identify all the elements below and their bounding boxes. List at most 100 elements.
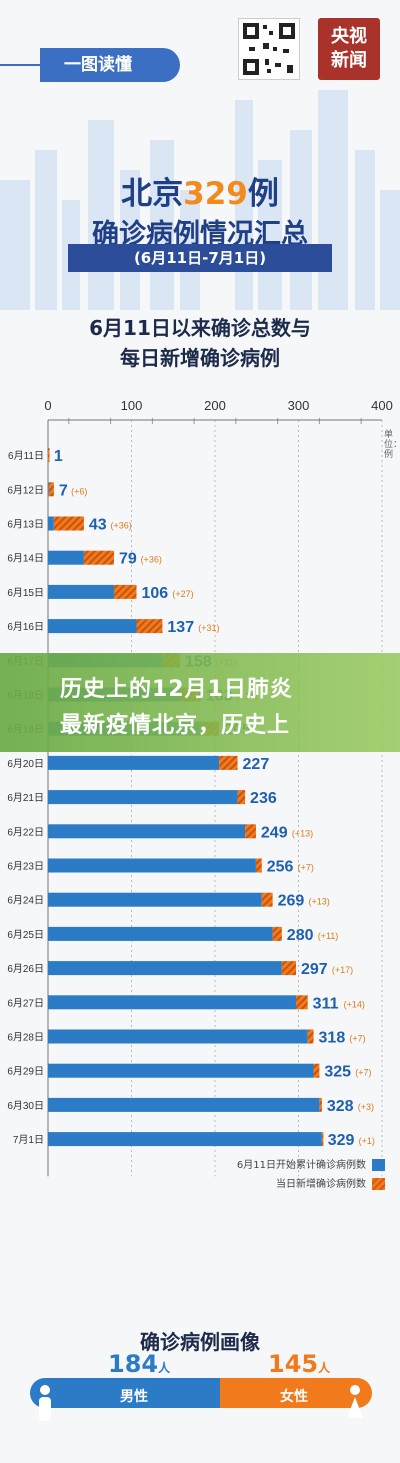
chart-title-line2: 每日新增确诊病例 (120, 346, 280, 370)
bar-cumulative (48, 1132, 322, 1147)
female-person-icon (347, 1385, 363, 1418)
category-label: 6月11日 (8, 450, 44, 462)
total-label: 328 (327, 1098, 354, 1115)
category-label: 6月26日 (7, 963, 44, 975)
legend-label-cumulative: 6月11日开始累计确诊病例数 (236, 1160, 366, 1171)
bar-daily-new (237, 790, 246, 805)
category-label: 6月29日 (7, 1066, 44, 1078)
bar-daily-new (136, 619, 163, 634)
total-label: 329 (328, 1132, 355, 1149)
bar-daily-new (307, 1029, 314, 1044)
title-highlight-number: 329 (183, 176, 248, 212)
total-label: 318 (319, 1030, 346, 1047)
male-person-icon (39, 1385, 51, 1421)
total-label: 269 (278, 893, 305, 910)
increment-label: (+3) (358, 1102, 374, 1112)
total-label: 43 (89, 517, 107, 534)
male-count-value: 184 (108, 1350, 159, 1378)
increment-label: (+36) (111, 521, 132, 531)
total-label: 79 (119, 551, 137, 568)
bar-daily-new (245, 824, 256, 839)
category-label: 7月1日 (13, 1134, 44, 1146)
main-title: 北京329例 (0, 168, 400, 213)
increment-label: (+31) (198, 623, 219, 633)
title-part1: 北京 (121, 176, 184, 212)
legend-item-daily: 当日新增确诊病例数 (145, 1175, 385, 1190)
total-label: 106 (142, 585, 169, 602)
banner-line2: 最新疫情北京，历史上 (60, 713, 291, 738)
female-count-unit: 人 (318, 1361, 331, 1375)
bar-daily-new (321, 1132, 324, 1147)
bar-daily-new (281, 961, 296, 976)
male-count-unit: 人 (158, 1361, 171, 1375)
legend-swatch-orange (372, 1178, 385, 1190)
bar-cumulative (48, 584, 114, 599)
bar-cumulative (48, 516, 54, 531)
increment-label: (+11) (318, 931, 339, 941)
total-label: 280 (287, 927, 314, 944)
bar-cumulative (48, 858, 256, 873)
increment-label: (+13) (292, 828, 313, 838)
increment-label: (+7) (349, 1034, 365, 1044)
male-label: 男性 (120, 1389, 148, 1405)
total-label: 227 (243, 756, 270, 773)
increment-label: (+17) (332, 965, 353, 975)
category-label: 6月30日 (7, 1100, 44, 1112)
bar-daily-new (83, 550, 114, 565)
increment-label: (+6) (71, 486, 87, 496)
total-label: 249 (261, 824, 288, 841)
bar-cumulative (48, 790, 238, 805)
x-tick-label: 300 (288, 398, 310, 413)
bar-cumulative (48, 1097, 320, 1112)
female-count: 145人 (268, 1350, 330, 1378)
category-label: 6月27日 (7, 997, 44, 1009)
tag-line (0, 64, 40, 66)
category-label: 6月25日 (7, 929, 44, 941)
date-range-badge: (6月11日-7月1日) (68, 244, 332, 272)
category-label: 6月24日 (7, 895, 44, 907)
category-label: 6月22日 (7, 826, 44, 838)
total-label: 297 (301, 961, 328, 978)
cases-bar-chart: 0 100 200 300 400 6月11日 1 6月12日 7 (+6) 6月13日 43 (+36… (7, 398, 393, 1177)
female-count-value: 145 (268, 1350, 319, 1378)
x-tick-label: 100 (121, 398, 143, 413)
total-label: 325 (324, 1064, 351, 1081)
article-title-banner[interactable]: 历史上的12月1日肺炎 最新疫情北京，历史上 (0, 653, 400, 752)
x-tick-label: 400 (371, 398, 393, 413)
banner-line1: 历史上的12月1日肺炎 (60, 677, 293, 702)
legend-swatch-blue (372, 1159, 385, 1171)
total-label: 7 (59, 482, 68, 499)
logo-line2: 新闻 (331, 50, 367, 71)
female-segment (220, 1378, 372, 1408)
increment-label: (+1) (359, 1136, 375, 1146)
category-label: 6月13日 (7, 519, 44, 531)
total-label: 137 (167, 619, 194, 636)
cctv-news-logo: 央视 新闻 (318, 18, 380, 80)
category-label: 6月20日 (7, 758, 44, 770)
increment-label: (+14) (344, 999, 365, 1009)
bar-daily-new (319, 1097, 322, 1112)
bar-cumulative (48, 550, 84, 565)
bar-daily-new (261, 892, 273, 907)
bar-cumulative (48, 619, 137, 634)
unit-label: 单位：例 (384, 430, 400, 460)
total-label: 311 (313, 995, 339, 1012)
chart-title-line1: 6月11日以来确诊总数与 (89, 316, 311, 340)
bar-cumulative (48, 995, 296, 1010)
gender-ratio-bar (30, 1378, 372, 1408)
logo-line1: 央视 (331, 26, 367, 47)
section-tag: 一图读懂 (40, 48, 180, 82)
male-segment (30, 1378, 220, 1408)
bar-cumulative (48, 824, 246, 839)
category-label: 6月28日 (7, 1032, 44, 1044)
bar-cumulative (48, 1029, 308, 1044)
portrait-title: 确诊病例画像 (140, 1330, 260, 1354)
male-count: 184人 (108, 1350, 170, 1378)
increment-label: (+36) (141, 555, 162, 565)
bar-daily-new (295, 995, 308, 1010)
bar-cumulative (48, 892, 262, 907)
category-label: 6月23日 (7, 861, 44, 873)
bar-daily-new (219, 755, 238, 770)
total-label: 236 (250, 790, 277, 807)
